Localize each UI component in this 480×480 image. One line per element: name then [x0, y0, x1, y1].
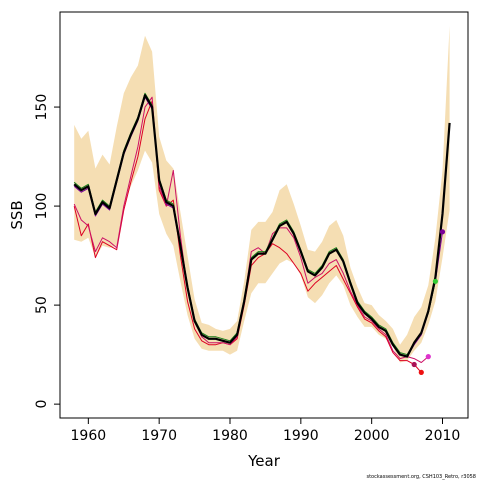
series-line-1: [73, 94, 451, 358]
y-tick-label: 50: [34, 296, 50, 314]
endpoint-marker-3: [425, 354, 431, 360]
endpoint-marker-4: [411, 361, 417, 368]
series-line-4: [73, 96, 429, 363]
y-tick-label: 0: [34, 400, 50, 409]
y-axis-title: SSB: [8, 200, 26, 229]
x-axis: 1960 1970 1980 1990 2000 2010: [71, 418, 461, 444]
y-tick-label: 150: [34, 94, 50, 121]
plot-frame: [59, 11, 469, 419]
x-tick-label: 1980: [212, 428, 248, 444]
endpoint-marker-2: [439, 229, 446, 235]
x-tick-label: 2010: [425, 428, 461, 444]
y-axis: 0 50 100 150: [34, 94, 60, 409]
plot-area: [73, 25, 451, 375]
x-tick-label: 1960: [71, 428, 107, 444]
y-tick-label: 100: [34, 193, 50, 220]
endpoint-marker-5: [418, 369, 424, 375]
x-tick-label: 2000: [354, 428, 390, 444]
x-tick-label: 1970: [141, 428, 177, 444]
x-tick-label: 1990: [283, 428, 319, 444]
confidence-band: [74, 25, 450, 363]
endpoint-marker-1: [432, 278, 438, 284]
credit-footnote: stockassessment.org, CSH103_Retro, r3058: [366, 474, 476, 480]
x-axis-title: Year: [247, 452, 281, 470]
